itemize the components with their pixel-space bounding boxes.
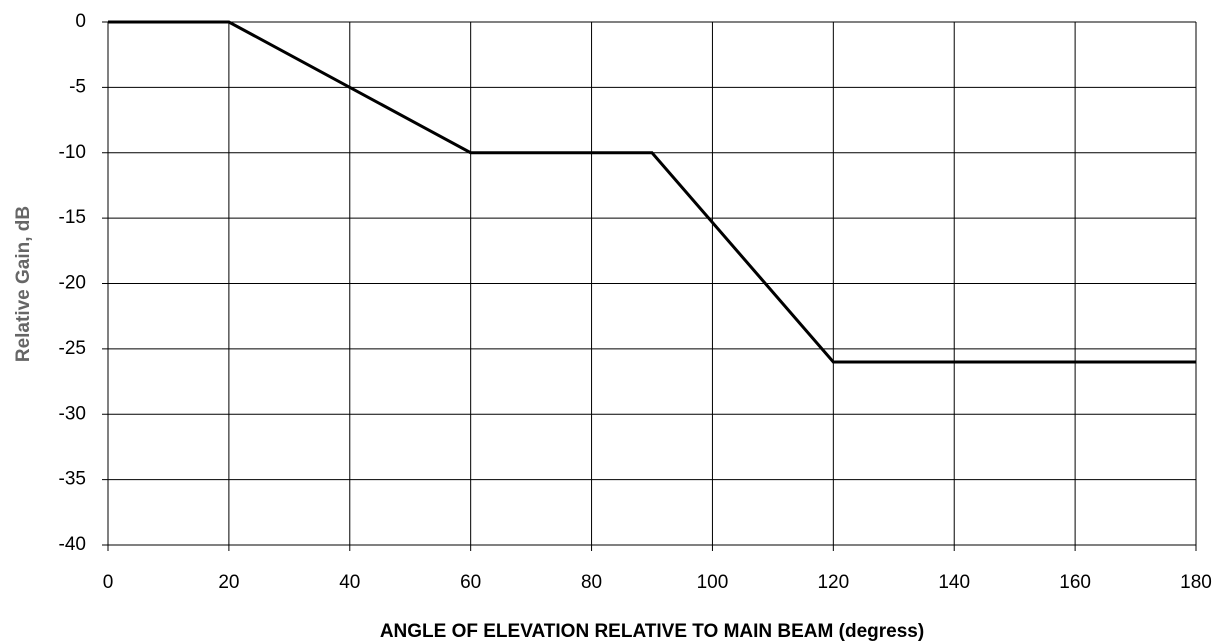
x-tick-label: 40 [339,572,360,593]
y-tick-label: -20 [59,273,86,294]
x-tick-label: 120 [817,572,849,593]
y-tick-label: -10 [59,142,86,163]
y-tick-label: 0 [75,11,86,32]
x-tick-label: 20 [218,572,239,593]
x-tick-label: 60 [460,572,481,593]
y-tick-label: -35 [59,469,86,490]
y-tick-label: -30 [59,403,86,424]
y-tick-label: -40 [59,534,86,555]
x-tick-label: 180 [1180,572,1212,593]
x-tick-label: 80 [581,572,602,593]
data-line [108,20,1196,364]
x-axis-label: ANGLE OF ELEVATION RELATIVE TO MAIN BEAM… [380,621,924,642]
y-tick-label: -25 [59,338,86,359]
x-tick-label: 0 [103,572,114,593]
x-tick-label: 100 [697,572,729,593]
y-tick-label: -15 [59,207,86,228]
y-tick-label: -5 [69,76,86,97]
x-tick-label: 160 [1059,572,1091,593]
x-tick-label: 140 [938,572,970,593]
y-axis-label: Relative Gain, dB [13,206,34,362]
